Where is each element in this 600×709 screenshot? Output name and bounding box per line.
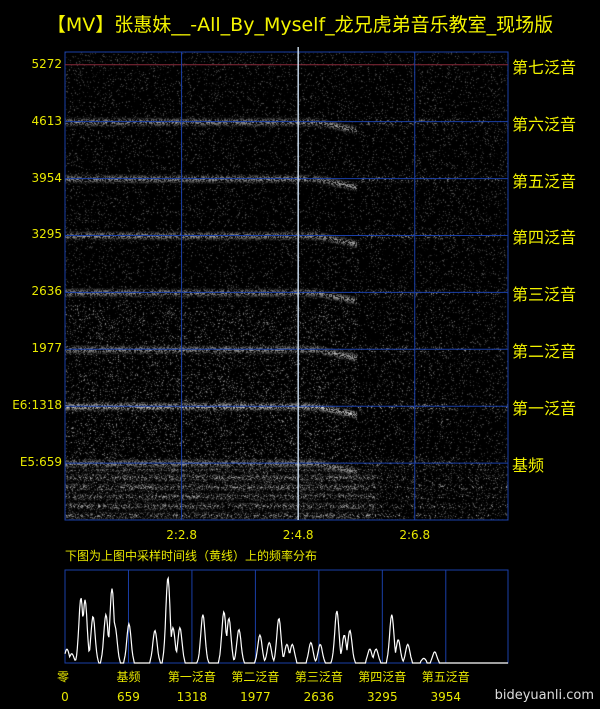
chart-caption: 下图为上图中采样时间线（黄线）上的频率分布: [65, 549, 318, 563]
page-title: 【MV】张惠妹__-All_By_Myself_龙兄虎弟音乐教室_现场版: [46, 14, 554, 36]
x-tick-label: 2:4.8: [282, 528, 314, 542]
y-tick-label: 3954: [31, 170, 62, 185]
x-tick-label: 2:2.8: [166, 528, 197, 542]
x-tick-name: 零: [56, 670, 70, 684]
y-tick-label: E5:659: [19, 455, 62, 470]
harmonic-label: 第六泛音: [512, 114, 577, 134]
harmonic-label: 第七泛音: [512, 57, 577, 77]
x-tick-name: 第五泛音: [421, 670, 470, 684]
y-tick-label: 3295: [31, 227, 62, 242]
y-tick-label: 4613: [31, 113, 62, 128]
harmonic-label: 第五泛音: [512, 171, 577, 191]
y-tick-label: 2636: [31, 284, 62, 299]
watermark: bideyuanli.com: [494, 688, 594, 703]
x-tick-name: 第二泛音: [231, 670, 280, 684]
x-tick-label: 2636: [303, 690, 335, 704]
x-tick-label: 3295: [367, 690, 398, 704]
spectrogram-heatmap: [65, 52, 508, 520]
y-tick-label: 5272: [31, 56, 62, 71]
x-tick-name: 第四泛音: [358, 670, 407, 684]
harmonic-label: 第二泛音: [512, 342, 577, 362]
x-tick-label: 3954: [430, 690, 462, 704]
x-tick-label: 659: [117, 690, 140, 704]
harmonic-label: 第三泛音: [512, 285, 577, 305]
y-tick-label: E6:1318: [12, 398, 62, 413]
harmonic-label: 基频: [512, 456, 545, 476]
x-tick-label: 2:6.8: [399, 528, 431, 542]
x-tick-label: 1318: [176, 690, 208, 704]
spectrogram-frame: [64, 51, 509, 521]
spectrum-line: [64, 576, 508, 664]
x-tick-name: 第三泛音: [294, 670, 343, 684]
x-tick-label: 1977: [240, 690, 271, 704]
harmonic-label: 第一泛音: [512, 399, 577, 419]
harmonic-label: 第四泛音: [512, 228, 577, 248]
y-tick-label: 1977: [31, 341, 62, 356]
x-tick-name: 第一泛音: [167, 670, 216, 684]
x-tick-name: 基频: [116, 670, 141, 684]
x-tick-label: 0: [61, 690, 69, 704]
